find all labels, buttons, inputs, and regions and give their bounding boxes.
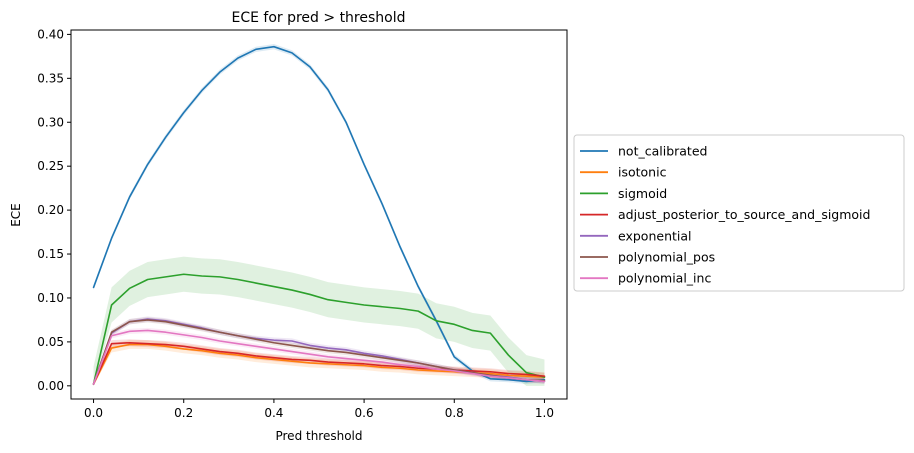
legend-box [573,134,905,292]
x-axis-ticks: 0.0 0.2 0.4 0.6 0.8 1.0 [84,399,554,420]
series-line-not_calibrated [92,45,546,383]
y-tick-label: 0.15 [37,247,64,261]
series-line-polynomial_pos [92,319,546,385]
y-tick-label: 0.00 [37,379,64,393]
x-tick-label: 0.4 [264,406,283,420]
y-tick-label: 0.25 [37,159,64,173]
x-axis-label: Pred threshold [275,429,362,443]
legend-label-polynomial_pos: polynomial_pos [618,250,715,265]
x-tick-label: 0.6 [355,406,374,420]
legend-label-not_calibrated: not_calibrated [618,144,707,159]
y-tick-label: 0.05 [37,335,64,349]
legend-label-exponential: exponential [618,228,692,243]
y-tick-label: 0.10 [37,291,64,305]
y-tick-label: 0.30 [37,115,64,129]
legend: not_calibrated isotonic sigmoid adjust_post… [573,134,905,292]
series-lines [92,45,546,385]
y-axis-ticks: 0.00 0.05 0.10 0.15 0.20 0.25 0.30 0.35 0.40 [37,27,71,393]
legend-label-isotonic: isotonic [618,165,667,180]
y-axis-label: ECE [9,203,23,227]
series-line-adjust_posterior_to_source_and_sigmoid [92,341,546,385]
legend-label-adjust_posterior_to_source_and_sigmoid: adjust_posterior_to_source_and_sigmoid [618,207,870,222]
x-tick-label: 0.8 [445,406,464,420]
band-polynomial_pos [93,317,545,386]
band-sigmoid [93,256,545,386]
x-tick-label: 1.0 [535,406,554,420]
band-polynomial_inc [93,327,545,386]
x-tick-label: 0.2 [174,406,193,420]
series-line-polynomial_inc [92,329,546,385]
legend-label-sigmoid: sigmoid [618,186,667,201]
chart-title: ECE for pred > threshold [231,10,405,26]
y-tick-label: 0.20 [37,203,64,217]
legend-label-polynomial_inc: polynomial_inc [618,271,711,286]
x-tick-label: 0.0 [84,406,103,420]
plot-frame [70,29,568,400]
series-line-sigmoid [92,273,546,385]
y-tick-label: 0.40 [37,27,64,41]
confidence-bands [93,44,545,386]
y-tick-label: 0.35 [37,71,64,85]
